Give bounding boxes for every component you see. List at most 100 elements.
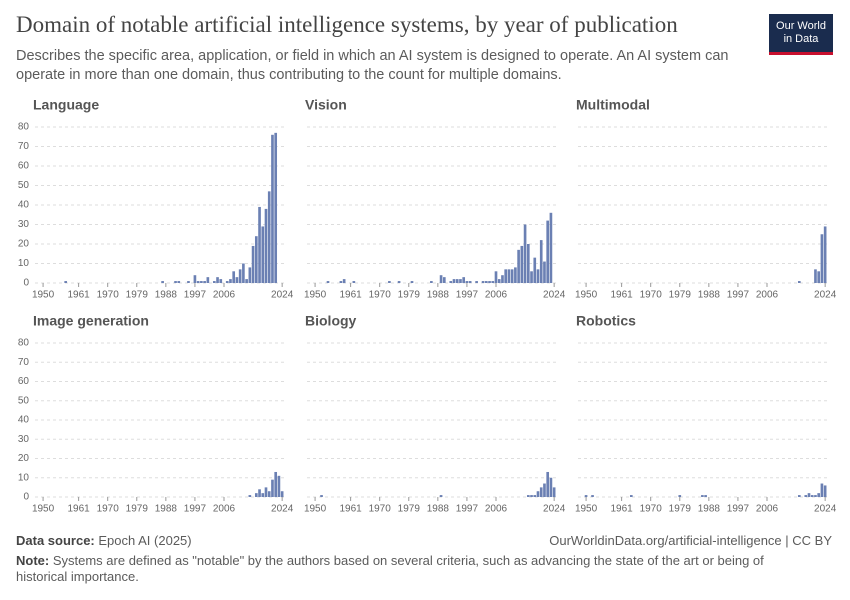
x-tick-label: 2024 — [271, 504, 294, 515]
bar — [488, 281, 491, 283]
bar — [491, 281, 495, 283]
bar — [484, 281, 488, 283]
bar — [264, 487, 268, 497]
bar — [504, 269, 508, 283]
bar — [261, 493, 265, 497]
x-tick-label: 1988 — [155, 504, 178, 515]
bar — [449, 281, 453, 283]
x-tick-label: 1997 — [184, 290, 207, 301]
bar — [536, 491, 540, 497]
y-tick-label: 0 — [23, 278, 29, 289]
bar — [678, 495, 682, 497]
x-tick-label: 1997 — [184, 504, 207, 515]
bar — [481, 281, 485, 283]
source-label: Data source: — [16, 533, 95, 548]
x-tick-label: 1979 — [398, 290, 421, 301]
bar — [536, 269, 540, 283]
x-tick-label: 2006 — [485, 290, 508, 301]
bar — [823, 485, 827, 497]
bar — [549, 212, 553, 283]
bar — [174, 281, 177, 283]
url[interactable]: OurWorldinData.org/artificial-intelligen… — [549, 533, 832, 548]
bar — [193, 275, 197, 283]
bar — [459, 279, 462, 283]
x-tick-label: 2006 — [213, 290, 236, 301]
bar — [254, 236, 258, 283]
y-tick-label: 40 — [18, 415, 30, 426]
x-tick-label: 2024 — [814, 504, 837, 515]
bar — [261, 226, 265, 283]
bar — [254, 493, 258, 497]
x-tick-label: 2006 — [756, 290, 779, 301]
bar — [161, 281, 164, 283]
bar — [468, 281, 472, 283]
logo[interactable]: Our World in Data — [769, 14, 833, 55]
bar — [452, 279, 456, 283]
bar — [543, 483, 546, 497]
x-tick-label: 1988 — [698, 504, 721, 515]
x-tick-label: 1950 — [304, 290, 327, 301]
x-tick-label: 1988 — [427, 504, 450, 515]
bar — [235, 277, 239, 283]
y-tick-label: 80 — [18, 122, 30, 133]
logo-line: in Data — [783, 33, 819, 45]
x-tick-label: 2006 — [485, 504, 508, 515]
bar — [258, 206, 261, 283]
panel-title: Robotics — [576, 313, 636, 329]
x-tick-label: 1961 — [610, 290, 633, 301]
bar — [248, 495, 252, 497]
y-tick-label: 30 — [18, 219, 30, 230]
bar — [533, 257, 537, 283]
bar — [388, 281, 391, 283]
bar — [271, 479, 274, 497]
bar — [397, 281, 401, 283]
source: Data source: Epoch AI (2025) — [16, 533, 192, 548]
bar — [64, 281, 68, 283]
source-text: Epoch AI (2025) — [98, 533, 192, 548]
panel-title: Biology — [305, 313, 357, 329]
bar — [225, 281, 229, 283]
x-tick-label: 1988 — [155, 290, 178, 301]
bar — [342, 279, 346, 283]
bar — [810, 495, 814, 497]
bar — [187, 281, 190, 283]
bar — [462, 277, 466, 283]
bar — [817, 271, 821, 283]
y-tick-label: 60 — [18, 376, 30, 387]
y-tick-label: 60 — [18, 161, 30, 172]
bar — [501, 275, 504, 283]
bar — [523, 224, 527, 283]
x-tick-label: 1979 — [669, 290, 692, 301]
y-tick-label: 0 — [23, 492, 29, 503]
panel-title: Multimodal — [576, 97, 650, 113]
x-tick-label: 1988 — [698, 290, 721, 301]
bar — [267, 491, 271, 497]
bar — [410, 281, 414, 283]
x-tick-label: 1961 — [67, 290, 90, 301]
x-tick-label: 1997 — [456, 504, 479, 515]
bar — [814, 269, 817, 283]
bar — [546, 220, 550, 283]
bar — [701, 495, 704, 497]
x-tick-label: 1950 — [32, 504, 55, 515]
title: Domain of notable artificial intelligenc… — [16, 12, 678, 37]
y-tick-label: 30 — [18, 434, 30, 445]
bar — [326, 281, 330, 283]
bar — [507, 269, 511, 283]
bar — [274, 471, 278, 497]
bar — [797, 495, 801, 497]
bar — [177, 281, 181, 283]
bar — [219, 279, 223, 283]
bar — [248, 267, 252, 283]
bar — [823, 226, 827, 283]
bar — [549, 477, 553, 497]
bar — [238, 269, 242, 283]
x-tick-label: 1950 — [304, 504, 327, 515]
x-tick-label: 1988 — [427, 290, 450, 301]
bar — [242, 263, 245, 283]
bar — [807, 493, 811, 497]
x-tick-label: 1961 — [610, 504, 633, 515]
x-tick-label: 1979 — [126, 504, 149, 515]
